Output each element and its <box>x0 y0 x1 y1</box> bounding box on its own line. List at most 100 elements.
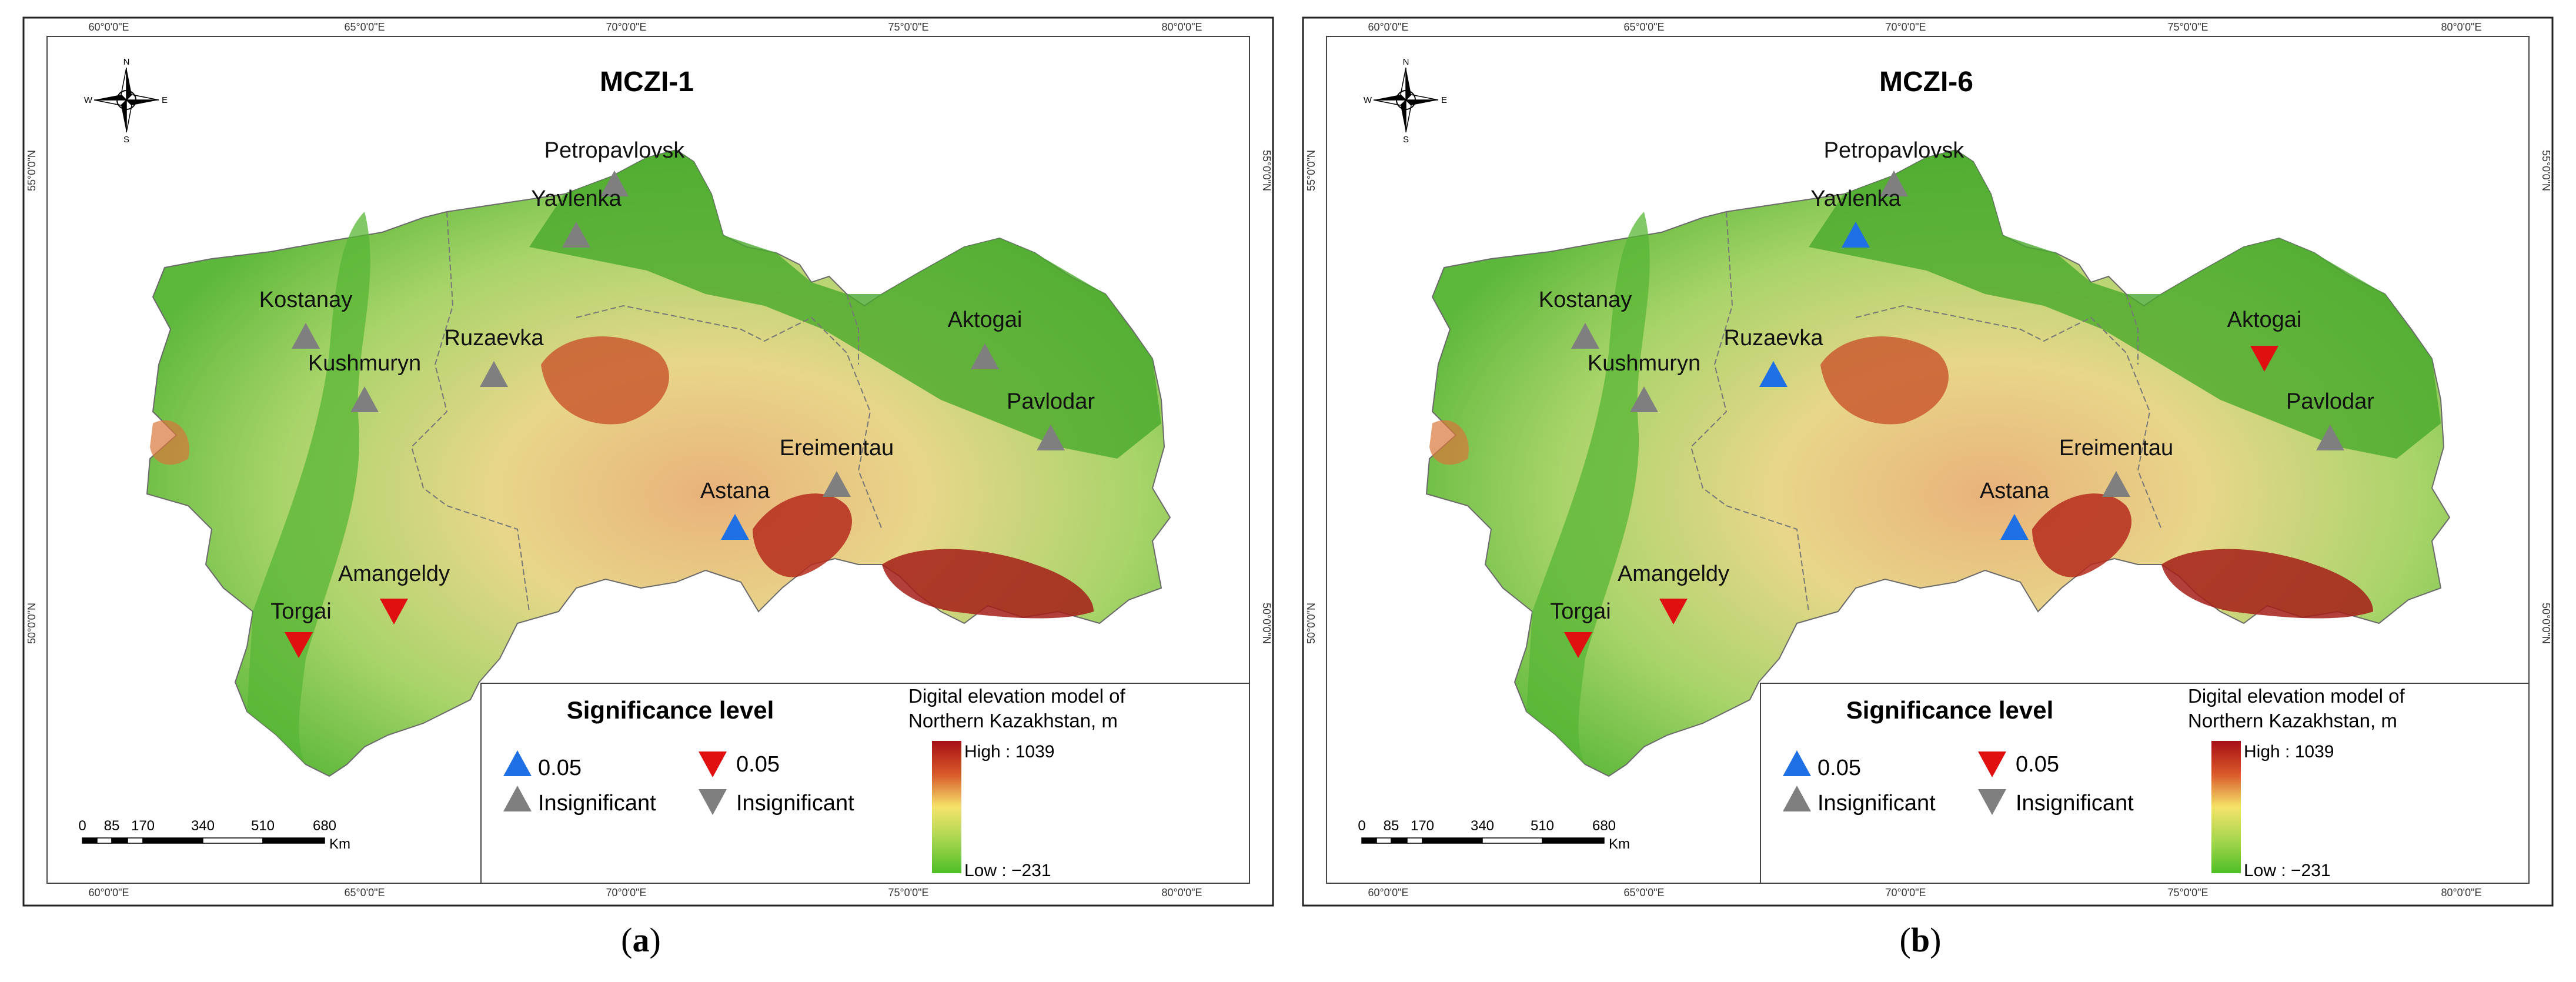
map-title: MCZI-6 <box>1879 66 1973 98</box>
longitude-label-bottom: 75°0'0"E <box>2167 887 2208 899</box>
dem-color-ramp <box>2211 741 2241 873</box>
station-marker <box>971 343 999 369</box>
longitude-label-bottom: 65°0'0"E <box>344 887 385 899</box>
compass-w: W <box>1364 95 1372 105</box>
station-marker <box>380 599 408 624</box>
legend-up-significant-label: 0.05 <box>1817 756 1861 780</box>
legend-down-insignificant-label: Insignificant <box>2016 791 2134 816</box>
legend-down-significant-label: 0.05 <box>2016 752 2059 777</box>
compass-s: S <box>1403 135 1409 145</box>
scale-tick-label: 170 <box>1411 818 1434 834</box>
latitude-label-left: 50°0'0"N <box>26 603 38 644</box>
highland-astana <box>2032 493 2131 577</box>
longitude-label-bottom: 70°0'0"E <box>606 887 646 899</box>
province-boundary <box>410 211 530 612</box>
legend-down-significant-icon <box>1978 751 2006 777</box>
legend-up-insignificant-icon <box>1783 786 1811 811</box>
longitude-label-top: 60°0'0"E <box>1368 21 1408 33</box>
station-label: Ruzaevka <box>1724 326 1824 350</box>
station-label: Kushmuryn <box>308 351 421 376</box>
map-title: MCZI-1 <box>600 66 694 98</box>
station-marker <box>562 222 590 248</box>
panel-caption: (b) <box>1900 921 1942 959</box>
province-boundary <box>846 293 859 365</box>
latitude-label-left: 55°0'0"N <box>26 150 38 191</box>
latitude-label-right: 50°0'0"N <box>2540 603 2552 644</box>
longitude-label-bottom: 70°0'0"E <box>1885 887 1926 899</box>
north-arrow-icon: N S E W <box>84 57 168 145</box>
longitude-label-bottom: 65°0'0"E <box>1623 887 1664 899</box>
station-marker <box>721 514 749 540</box>
dem-color-ramp <box>932 741 961 873</box>
latitude-label-right: 50°0'0"N <box>1261 603 1272 644</box>
station-label: Kostanay <box>259 288 352 312</box>
scale-tick-label: 510 <box>1531 818 1554 834</box>
map-panel-b: 60°0'0"E 60°0'0"E 65°0'0"E 65°0'0"E 70°0'0"E… <box>1302 16 2554 959</box>
station-marker <box>1659 599 1688 624</box>
legend-title: Significance level <box>567 696 774 724</box>
dem-high-label: High : 1039 <box>2244 742 2334 761</box>
longitude-label-bottom: 60°0'0"E <box>88 887 129 899</box>
longitude-label-bottom: 75°0'0"E <box>888 887 928 899</box>
legend-up-insignificant-label: Insignificant <box>538 791 656 816</box>
scale-tick-label: 340 <box>1471 818 1494 834</box>
longitude-label-top: 60°0'0"E <box>88 21 129 33</box>
station-label: Petropavlovsk <box>1824 138 1965 163</box>
legend-up-significant-label: 0.05 <box>538 756 582 780</box>
station-label: Astana <box>700 479 770 503</box>
highland-southeast <box>2161 549 2373 619</box>
station-label: Kushmuryn <box>1588 351 1700 376</box>
scale-unit: Km <box>329 836 350 852</box>
longitude-label-top: 80°0'0"E <box>2441 21 2481 33</box>
map-panel-a: 60°0'0"E 60°0'0"E 65°0'0"E 65°0'0"E 70°0'0"E… <box>22 16 1274 959</box>
scale-bar: 0 85 170 340 510 680 Km <box>78 818 350 852</box>
scale-tick-label: 340 <box>191 818 215 834</box>
legend-down-insignificant-label: Insignificant <box>736 791 854 816</box>
station-label: Petropavlovsk <box>544 138 686 163</box>
station-label: Ereimentau <box>2059 436 2173 460</box>
longitude-label-bottom: 60°0'0"E <box>1368 887 1408 899</box>
highland-southeast <box>882 549 1094 619</box>
scale-bar: 0 85 170 340 510 680 Km <box>1358 818 1630 852</box>
station-marker <box>292 323 320 349</box>
longitude-label-top: 65°0'0"E <box>344 21 385 33</box>
legend-title: Significance level <box>1846 696 2054 724</box>
latitude-label-right: 55°0'0"N <box>2540 150 2552 191</box>
north-arrow-icon: N S E W <box>1364 57 1447 145</box>
scale-tick-label: 510 <box>251 818 275 834</box>
station-marker <box>2316 425 2344 450</box>
station-marker <box>480 361 508 387</box>
scale-tick-label: 680 <box>1592 818 1616 834</box>
legend-down-insignificant-icon <box>699 789 727 815</box>
panel-caption: (a) <box>621 921 661 959</box>
province-boundary <box>1855 305 2162 530</box>
legend-up-significant-icon <box>1783 750 1811 776</box>
longitude-label-top: 65°0'0"E <box>1623 21 1664 33</box>
province-boundary <box>2126 293 2139 365</box>
station-label: Aktogai <box>948 308 1023 332</box>
station-label: Amangeldy <box>1618 562 1729 586</box>
longitude-label-bottom: 80°0'0"E <box>2441 887 2481 899</box>
station-marker <box>1564 632 1592 658</box>
station-marker <box>2102 471 2130 497</box>
latitude-label-left: 55°0'0"N <box>1305 150 1317 191</box>
highland-west <box>150 420 189 465</box>
station-label: Torgai <box>270 599 332 624</box>
legend-box <box>1760 683 2530 884</box>
station-marker <box>2000 514 2029 540</box>
station-label: Yavlenka <box>1810 186 1901 211</box>
legend-up-insignificant-label: Insignificant <box>1817 791 1936 816</box>
dem-low-label: Low : −231 <box>964 861 1051 880</box>
station-label: Kostanay <box>1539 288 1632 312</box>
latitude-label-right: 55°0'0"N <box>1261 150 1272 191</box>
highland-west <box>1429 420 1469 465</box>
station-marker <box>1759 361 1788 387</box>
compass-n: N <box>1403 57 1409 67</box>
station-marker <box>1880 171 1908 196</box>
station-label: Ruzaevka <box>445 326 544 350</box>
longitude-label-bottom: 80°0'0"E <box>1161 887 1202 899</box>
northern-lowland <box>1809 150 2441 459</box>
legend-down-significant-icon <box>699 751 727 777</box>
longitude-label-top: 75°0'0"E <box>888 21 928 33</box>
dem-title-line2: Northern Kazakhstan, m <box>908 710 1118 732</box>
